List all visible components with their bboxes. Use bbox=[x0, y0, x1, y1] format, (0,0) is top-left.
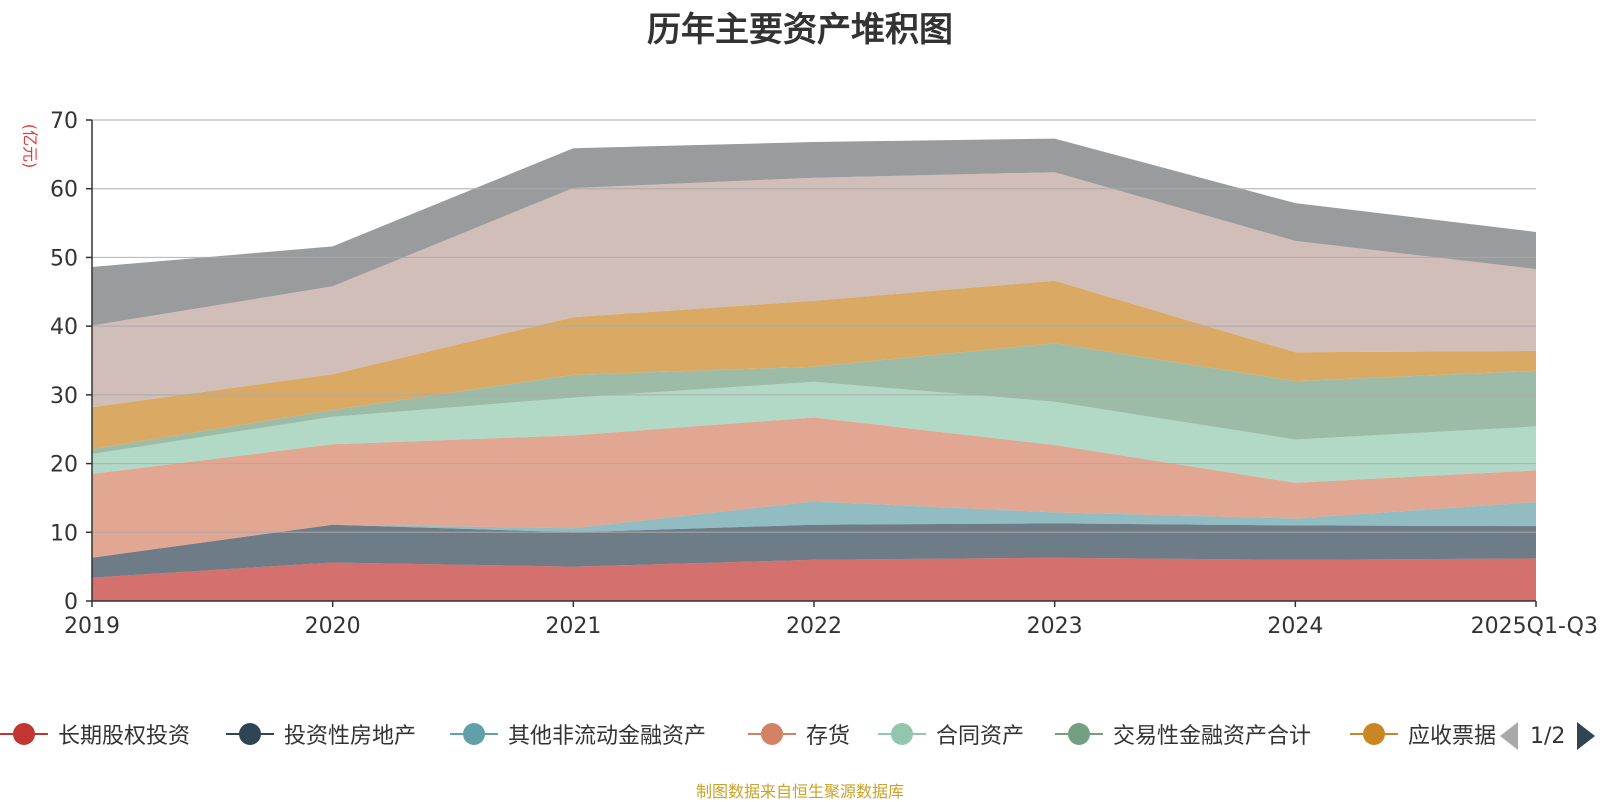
legend-item-4[interactable]: 合同资产 bbox=[878, 716, 1024, 752]
legend-label: 存货 bbox=[806, 724, 851, 749]
legend-label: 合同资产 bbox=[936, 724, 1025, 749]
legend-marker-icon bbox=[1055, 722, 1103, 746]
legend-item-5[interactable]: 交易性金融资产合计 bbox=[1055, 716, 1311, 752]
chart-title: 历年主要资产堆积图 bbox=[647, 10, 953, 50]
legend-item-1[interactable]: 投资性房地产 bbox=[226, 716, 416, 752]
y-tick-label-3: 30 bbox=[50, 384, 78, 409]
x-tick-label-1: 2020 bbox=[305, 614, 361, 639]
x-tick-label-0: 2019 bbox=[64, 614, 120, 639]
x-tick-label-6: 2025Q1-Q3 bbox=[1471, 614, 1598, 639]
legend-pager: 1/2 bbox=[1500, 718, 1596, 754]
y-tick-label-5: 50 bbox=[50, 246, 78, 271]
legend-prev-icon[interactable] bbox=[1500, 722, 1518, 750]
legend-label: 其他非流动金融资产 bbox=[508, 724, 707, 749]
legend-marker-icon bbox=[450, 722, 498, 746]
series-area-2[interactable] bbox=[92, 501, 1536, 558]
y-tick-label-1: 10 bbox=[50, 521, 78, 546]
y-tick-label-7: 70 bbox=[50, 109, 78, 134]
y-tick-label-6: 60 bbox=[50, 178, 78, 203]
legend: 长期股权投资 投资性房地产 其他非流动金融资产 存货 合同资产 交易性金融资产合计 应收票据 bbox=[0, 716, 1600, 752]
x-tick-label-2: 2021 bbox=[545, 614, 601, 639]
series-area-3[interactable] bbox=[92, 417, 1536, 558]
legend-marker-icon bbox=[226, 722, 274, 746]
legend-label: 交易性金融资产合计 bbox=[1113, 724, 1312, 749]
grid-layer bbox=[92, 119, 1536, 533]
legend-item-3[interactable]: 存货 bbox=[748, 716, 850, 752]
data-source-note: 制图数据来自恒生聚源数据库 bbox=[695, 782, 904, 801]
y-tick-label-4: 40 bbox=[50, 315, 78, 340]
x-tick-label-4: 2023 bbox=[1027, 614, 1083, 639]
x-tick-label-5: 2024 bbox=[1267, 614, 1323, 639]
x-tick-label-3: 2022 bbox=[786, 614, 842, 639]
legend-item-6[interactable]: 应收票据 bbox=[1350, 716, 1496, 752]
series-area-7[interactable] bbox=[92, 172, 1536, 408]
stacked-area-chart: 0 10 20 30 40 50 60 70 2019 2020 2021 2022 2023 2024 2… bbox=[50, 109, 1598, 639]
legend-marker-icon bbox=[748, 722, 796, 746]
legend-marker-icon bbox=[1350, 722, 1398, 746]
legend-next-icon[interactable] bbox=[1577, 722, 1596, 750]
series-area-0[interactable] bbox=[92, 557, 1536, 601]
area-layer bbox=[92, 138, 1536, 601]
legend-item-2[interactable]: 其他非流动金融资产 bbox=[450, 716, 706, 752]
series-area-4[interactable] bbox=[92, 381, 1536, 483]
series-area-1[interactable] bbox=[92, 523, 1536, 578]
legend-item-0[interactable]: 长期股权投资 bbox=[0, 716, 190, 752]
series-area-8[interactable] bbox=[92, 138, 1536, 326]
legend-label: 长期股权投资 bbox=[58, 724, 191, 749]
legend-page-indicator: 1/2 bbox=[1530, 723, 1566, 749]
series-area-6[interactable] bbox=[92, 280, 1536, 450]
series-area-5[interactable] bbox=[92, 343, 1536, 454]
legend-label: 投资性房地产 bbox=[284, 724, 417, 749]
legend-marker-icon bbox=[878, 722, 926, 746]
legend-marker-icon bbox=[0, 722, 48, 746]
y-tick-label-2: 20 bbox=[50, 453, 78, 478]
y-tick-label-0: 0 bbox=[64, 590, 78, 615]
legend-label: 应收票据 bbox=[1408, 724, 1497, 749]
